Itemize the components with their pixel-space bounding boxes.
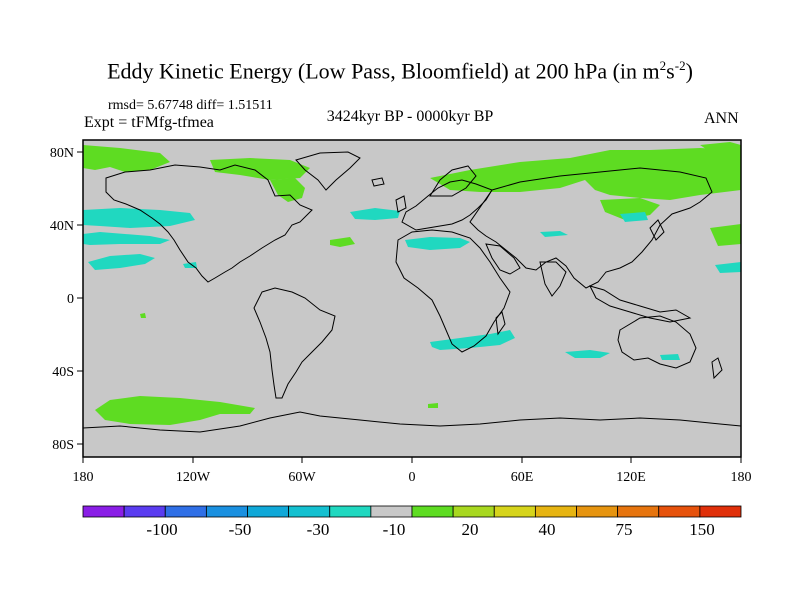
coast-new-zealand <box>711 357 723 380</box>
colorbar <box>82 505 742 518</box>
colorbar-label: 150 <box>689 520 715 539</box>
colorbar-swatch <box>123 505 166 518</box>
lat-label: 80S <box>52 438 74 453</box>
title-main: Eddy Kinetic Energy (Low Pass, Bloomfiel… <box>107 58 660 84</box>
coast-uk <box>395 195 407 213</box>
colorbar-swatch <box>699 505 742 518</box>
coast-india <box>539 261 567 297</box>
region-north-pacific-negative-20n <box>88 254 155 270</box>
colorbar-label: 40 <box>539 520 556 539</box>
colorbar-label: -50 <box>229 520 252 539</box>
colorbar-swatch <box>658 505 701 518</box>
region-southern-africa-negative <box>430 330 515 350</box>
coast-australia <box>617 315 697 369</box>
region-australia-negative <box>565 350 610 358</box>
lon-label: 0 <box>409 470 416 485</box>
coast-north-america <box>105 164 313 283</box>
colorbar-swatch <box>247 505 290 518</box>
experiment-label: Expt = tFMfg-tfmea <box>84 114 214 131</box>
region-north-atlantic-negative <box>350 208 400 220</box>
coast-greenland <box>295 151 361 191</box>
colorbar-swatch <box>288 505 331 518</box>
region-north-pacific-east-positive <box>710 224 741 246</box>
title-sup-2: -2 <box>674 58 686 73</box>
title-mid: s <box>666 58 675 84</box>
region-arctic-north-america-positive <box>83 145 170 172</box>
region-southern-ocean-positive <box>428 403 438 408</box>
region-north-pacific-negative-25n <box>83 232 170 245</box>
colorbar-swatch <box>493 505 536 518</box>
lon-label: 180 <box>73 470 94 485</box>
coast-scandinavia <box>429 165 477 197</box>
colorbar-label: -10 <box>383 520 406 539</box>
lat-label: 40N <box>50 219 74 234</box>
colorbar-label: -30 <box>307 520 330 539</box>
colorbar-swatch <box>164 505 207 518</box>
coast-iceland <box>371 177 385 187</box>
region-east-pacific-negative <box>715 262 741 273</box>
lon-label: 120W <box>176 470 211 485</box>
lon-label: 60E <box>511 470 534 485</box>
region-north-pacific-west-negative <box>620 212 648 222</box>
region-central-asia-negative <box>540 231 568 237</box>
colorbar-label: 75 <box>616 520 633 539</box>
coastlines <box>83 151 741 433</box>
period-label: 3424kyr BP - 0000kyr BP <box>326 108 494 125</box>
lat-label: 0 <box>67 292 74 307</box>
colorbar-label: 20 <box>462 520 479 539</box>
lat-label: 80N <box>50 146 74 161</box>
tick-marks <box>77 151 742 463</box>
region-north-atlantic-positive <box>700 142 741 155</box>
coast-antarctica <box>83 411 741 433</box>
colorbar-swatch <box>411 505 454 518</box>
region-atlantic-positive <box>330 237 355 247</box>
region-pacific-island-positive <box>140 313 146 318</box>
colorbar-swatch <box>534 505 577 518</box>
coast-asia <box>469 167 713 289</box>
region-arctic-canada-positive <box>210 158 310 180</box>
lat-label: 40S <box>52 365 74 380</box>
coast-south-america <box>253 287 336 399</box>
colorbar-swatch <box>329 505 372 518</box>
figure-title: Eddy Kinetic Energy (Low Pass, Bloomfiel… <box>0 58 800 84</box>
lon-label: 60W <box>288 470 316 485</box>
region-eurasia-arctic-positive <box>430 148 741 200</box>
lon-label: 120E <box>616 470 646 485</box>
coast-madagascar <box>495 311 506 336</box>
region-east-australia-negative <box>660 354 680 360</box>
colorbar-swatch <box>82 505 125 518</box>
colorbar-label: -100 <box>146 520 177 539</box>
colorbar-swatch <box>617 505 660 518</box>
coast-japan <box>649 219 665 241</box>
colorbar-swatch <box>452 505 495 518</box>
region-mediterranean-negative <box>405 237 470 250</box>
title-sup-1: 2 <box>659 58 667 73</box>
title-end: ) <box>685 58 693 84</box>
region-south-pacific-positive <box>95 396 255 425</box>
region-north-pacific-negative-40n <box>83 208 195 228</box>
coast-arabia <box>485 243 521 275</box>
colorbar-swatch <box>576 505 619 518</box>
coast-southeast-asia <box>589 285 692 323</box>
colorbar-swatch <box>205 505 248 518</box>
coast-africa <box>395 229 511 353</box>
lon-label: 180 <box>731 470 752 485</box>
season-label: ANN <box>704 110 739 127</box>
stats-text: rmsd= 5.67748 diff= 1.51511 <box>108 98 273 113</box>
colorbar-swatch <box>370 505 413 518</box>
region-hudson-labrador-positive <box>270 178 305 202</box>
